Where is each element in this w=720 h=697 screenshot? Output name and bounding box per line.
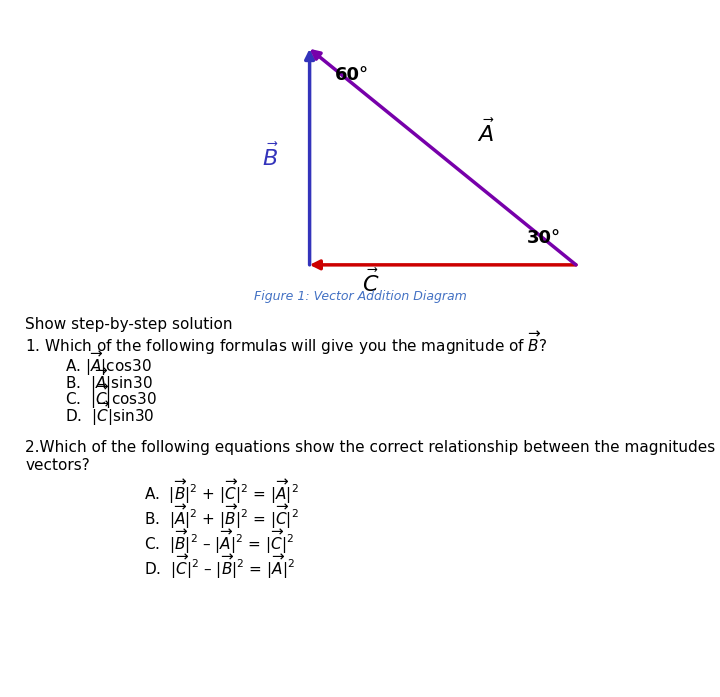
- Text: B.  |$\overrightarrow{A}$|$^2$ + |$\overrightarrow{B}$|$^2$ = |$\overrightarrow{: B. |$\overrightarrow{A}$|$^2$ + |$\overr…: [144, 503, 299, 531]
- Text: 2.Which of the following equations show the correct relationship between the mag: 2.Which of the following equations show …: [25, 440, 720, 455]
- Text: C.  |$\overrightarrow{B}$|$^2$ – |$\overrightarrow{A}$|$^2$ = |$\overrightarrow{: C. |$\overrightarrow{B}$|$^2$ – |$\overr…: [144, 528, 294, 556]
- Text: $\vec{B}$: $\vec{B}$: [261, 143, 279, 171]
- Text: Show step-by-step solution: Show step-by-step solution: [25, 316, 233, 332]
- Text: 60°: 60°: [335, 66, 369, 84]
- Text: $\vec{C}$: $\vec{C}$: [362, 268, 379, 296]
- Text: Figure 1: Vector Addition Diagram: Figure 1: Vector Addition Diagram: [253, 290, 467, 302]
- Text: B.  |$\overrightarrow{A}$|sin30: B. |$\overrightarrow{A}$|sin30: [65, 367, 153, 395]
- Text: A.  |$\overrightarrow{B}$|$^2$ + |$\overrightarrow{C}$|$^2$ = |$\overrightarrow{: A. |$\overrightarrow{B}$|$^2$ + |$\overr…: [144, 478, 299, 506]
- Text: C.  |$\overrightarrow{C}$|cos30: C. |$\overrightarrow{C}$|cos30: [65, 383, 157, 411]
- Text: D.  |$\overrightarrow{C}$|sin30: D. |$\overrightarrow{C}$|sin30: [65, 400, 154, 428]
- Text: A. |$\overrightarrow{A}$|cos30: A. |$\overrightarrow{A}$|cos30: [65, 350, 152, 378]
- Text: vectors?: vectors?: [25, 458, 90, 473]
- Text: 30°: 30°: [526, 229, 561, 247]
- Text: $\vec{A}$: $\vec{A}$: [477, 118, 495, 146]
- Text: 1. Which of the following formulas will give you the magnitude of $\overrightarr: 1. Which of the following formulas will …: [25, 329, 547, 357]
- Text: D.  |$\overrightarrow{C}$|$^2$ – |$\overrightarrow{B}$|$^2$ = |$\overrightarrow{: D. |$\overrightarrow{C}$|$^2$ – |$\overr…: [144, 553, 295, 581]
